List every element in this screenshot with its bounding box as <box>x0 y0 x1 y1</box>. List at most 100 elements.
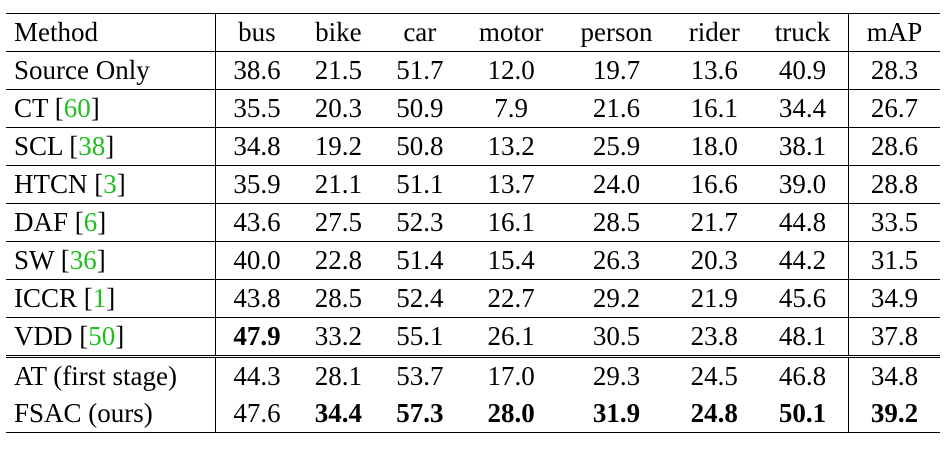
table-row: AT (first stage) 44.3 28.1 53.7 17.0 29.3 24.5… <box>6 355 940 395</box>
value-cell-truck: 38.1 <box>757 127 849 166</box>
value-cell-person: 29.2 <box>561 279 672 318</box>
value-cell-bike: 19.2 <box>297 127 380 166</box>
method-cell: FSAC (ours) <box>6 395 216 433</box>
value-cell-motor: 26.1 <box>460 317 562 357</box>
value-cell-map: 31.5 <box>847 241 940 280</box>
value-cell-map: 39.2 <box>847 395 940 433</box>
header-method: Method <box>6 13 216 52</box>
value-cell-person: 21.6 <box>561 89 672 128</box>
value-cell-map: 33.5 <box>847 203 940 242</box>
value-cell-person: 28.5 <box>561 203 672 242</box>
value-cell-motor: 13.2 <box>460 127 562 166</box>
citation-link[interactable]: 50 <box>88 321 116 351</box>
header-row: Method bus bike car motor person rider t… <box>6 13 940 52</box>
table-row: HTCN [3] 35.9 21.1 51.1 13.7 24.0 16.6 39.0 28.8 <box>6 165 940 204</box>
value-cell-bike: 22.8 <box>297 241 380 280</box>
value-cell-rider: 13.6 <box>671 51 758 90</box>
header-map: mAP <box>847 13 940 52</box>
value-cell-map: 34.9 <box>847 279 940 318</box>
value-cell-truck: 40.9 <box>757 51 849 90</box>
method-name: ICCR <box>14 283 78 313</box>
header-truck: truck <box>757 13 849 52</box>
value-cell-person: 24.0 <box>561 165 672 204</box>
table-row: ICCR [1] 43.8 28.5 52.4 22.7 29.2 21.9 45.6 34.9 <box>6 279 940 318</box>
header-motor: motor <box>460 13 562 52</box>
value-cell-bus: 34.8 <box>215 127 298 166</box>
method-name: SCL <box>14 131 63 161</box>
value-cell-bus: 38.6 <box>215 51 298 90</box>
value-cell-map: 28.3 <box>847 51 940 90</box>
value-cell-bike: 34.4 <box>297 395 380 433</box>
value-cell-motor: 16.1 <box>460 203 562 242</box>
value-cell-motor: 28.0 <box>460 395 562 433</box>
value-cell-motor: 22.7 <box>460 279 562 318</box>
citation-link[interactable]: 38 <box>78 131 106 161</box>
value-cell-truck: 48.1 <box>757 317 849 357</box>
value-cell-rider: 18.0 <box>671 127 758 166</box>
header-car: car <box>379 13 461 52</box>
method-cell: AT (first stage) <box>6 355 216 395</box>
citation-link[interactable]: 1 <box>92 283 107 313</box>
table-row: Source Only 38.6 21.5 51.7 12.0 19.7 13.6 40.9 2… <box>6 51 940 90</box>
value-cell-bus: 47.6 <box>215 395 298 433</box>
value-cell-bus: 47.9 <box>215 317 298 357</box>
value-cell-bus: 35.5 <box>215 89 298 128</box>
method-name: VDD <box>14 321 73 351</box>
value-cell-car: 50.9 <box>379 89 461 128</box>
value-cell-rider: 24.5 <box>671 355 758 395</box>
value-cell-rider: 20.3 <box>671 241 758 280</box>
value-cell-bus: 44.3 <box>215 355 298 395</box>
citation-link[interactable]: 60 <box>63 93 91 123</box>
results-table: Method bus bike car motor person rider t… <box>6 13 940 433</box>
value-cell-truck: 44.8 <box>757 203 849 242</box>
table-row: SCL [38] 34.8 19.2 50.8 13.2 25.9 18.0 38.1 28.6 <box>6 127 940 166</box>
table-row: VDD [50] 47.9 33.2 55.1 26.1 30.5 23.8 48.1 37.8 <box>6 317 940 357</box>
value-cell-bus: 43.8 <box>215 279 298 318</box>
value-cell-motor: 15.4 <box>460 241 562 280</box>
method-cell: CT [60] <box>6 89 216 128</box>
value-cell-rider: 24.8 <box>671 395 758 433</box>
header-rider: rider <box>671 13 758 52</box>
value-cell-car: 53.7 <box>379 355 461 395</box>
value-cell-truck: 34.4 <box>757 89 849 128</box>
value-cell-car: 51.4 <box>379 241 461 280</box>
value-cell-bus: 35.9 <box>215 165 298 204</box>
citation-link[interactable]: 6 <box>83 207 98 237</box>
citation-link[interactable]: 3 <box>103 169 117 199</box>
value-cell-motor: 7.9 <box>460 89 562 128</box>
value-cell-bus: 43.6 <box>215 203 298 242</box>
value-cell-person: 26.3 <box>561 241 672 280</box>
method-cell: ICCR [1] <box>6 279 216 318</box>
value-cell-car: 55.1 <box>379 317 461 357</box>
value-cell-bike: 21.1 <box>297 165 380 204</box>
value-cell-bike: 27.5 <box>297 203 380 242</box>
header-person: person <box>561 13 672 52</box>
method-cell: VDD [50] <box>6 317 216 357</box>
value-cell-person: 25.9 <box>561 127 672 166</box>
value-cell-person: 31.9 <box>561 395 672 433</box>
value-cell-rider: 21.9 <box>671 279 758 318</box>
value-cell-car: 51.7 <box>379 51 461 90</box>
table-row: DAF [6] 43.6 27.5 52.3 16.1 28.5 21.7 44.8 33.5 <box>6 203 940 242</box>
value-cell-rider: 16.1 <box>671 89 758 128</box>
value-cell-truck: 39.0 <box>757 165 849 204</box>
value-cell-truck: 46.8 <box>757 355 849 395</box>
value-cell-rider: 16.6 <box>671 165 758 204</box>
value-cell-truck: 45.6 <box>757 279 849 318</box>
citation-link[interactable]: 36 <box>69 245 97 275</box>
value-cell-rider: 23.8 <box>671 317 758 357</box>
value-cell-person: 19.7 <box>561 51 672 90</box>
method-name: AT (first stage) <box>14 361 177 391</box>
value-cell-car: 50.8 <box>379 127 461 166</box>
method-cell: HTCN [3] <box>6 165 216 204</box>
method-cell: SCL [38] <box>6 127 216 166</box>
table-row: CT [60] 35.5 20.3 50.9 7.9 21.6 16.1 34.4 26.7 <box>6 89 940 128</box>
value-cell-bike: 20.3 <box>297 89 380 128</box>
method-name: SW <box>14 245 55 275</box>
value-cell-car: 51.1 <box>379 165 461 204</box>
method-name: FSAC (ours) <box>14 398 153 428</box>
value-cell-person: 30.5 <box>561 317 672 357</box>
table-header: Method bus bike car motor person rider t… <box>6 13 940 52</box>
method-cell: Source Only <box>6 51 216 90</box>
